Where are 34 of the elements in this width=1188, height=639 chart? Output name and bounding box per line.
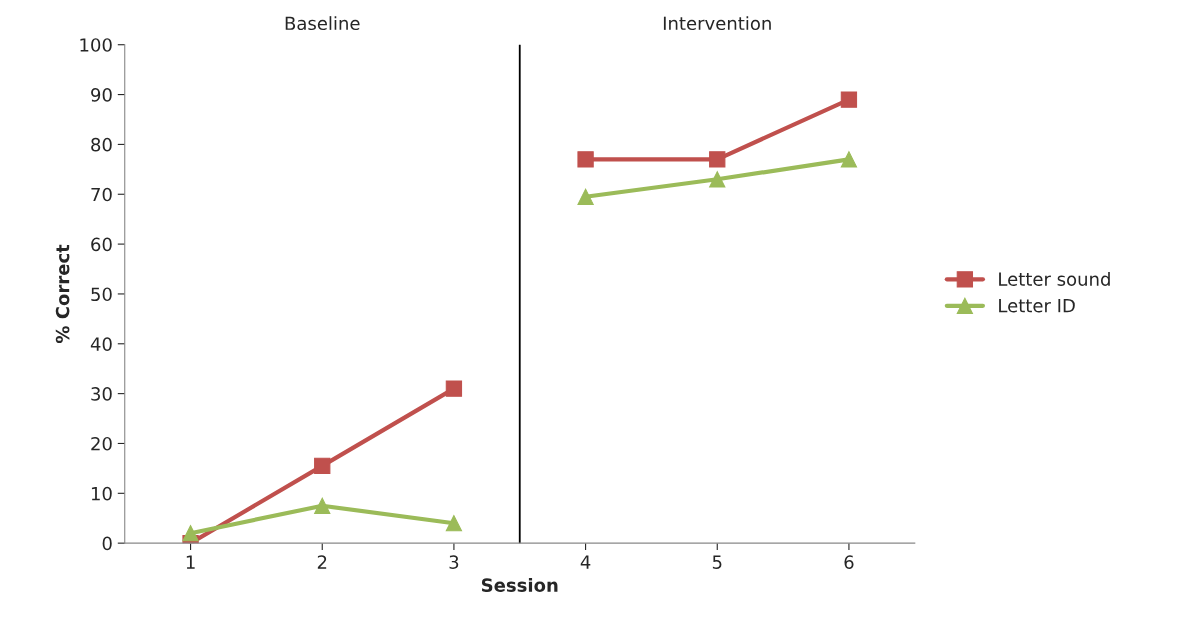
text: Intervention — [663, 16, 771, 31]
y-tick-label: 60 — [91, 237, 112, 252]
y-tick-label: 30 — [91, 387, 112, 401]
x-tick-label: 5 — [712, 555, 722, 569]
point — [840, 91, 858, 108]
x-tick-label: 6 — [844, 555, 854, 569]
y-tick-label: 90 — [91, 88, 112, 102]
y-tick-label: 80 — [91, 137, 112, 152]
y-tick-label: 100 — [80, 38, 112, 52]
y-tick-label: 50 — [91, 287, 112, 302]
y-tick-label: 20 — [91, 436, 112, 451]
point — [445, 515, 463, 532]
point — [314, 457, 331, 475]
x-tick-label: 3 — [449, 555, 459, 569]
x-tick-label: 2 — [317, 555, 327, 569]
point — [709, 151, 726, 168]
point — [709, 171, 726, 188]
point — [577, 151, 594, 168]
y-axis-title: % Correct — [55, 244, 70, 344]
x-tick-label: 4 — [580, 555, 591, 569]
legend-label: Letter sound — [999, 271, 1110, 286]
x-axis-title: Session — [481, 577, 558, 592]
x-tick-label: 1 — [186, 555, 195, 569]
point — [182, 525, 199, 542]
y-tick-label: 40 — [90, 337, 112, 351]
y-tick-label: 0 — [102, 536, 112, 551]
point — [314, 497, 331, 514]
legend-label: Letter ID — [999, 299, 1075, 313]
y-tick-label: 10 — [91, 486, 112, 501]
point — [840, 151, 858, 168]
point — [577, 188, 594, 205]
text: Baseline — [285, 16, 360, 31]
y-tick-label: 70 — [91, 187, 112, 202]
point — [445, 380, 463, 397]
